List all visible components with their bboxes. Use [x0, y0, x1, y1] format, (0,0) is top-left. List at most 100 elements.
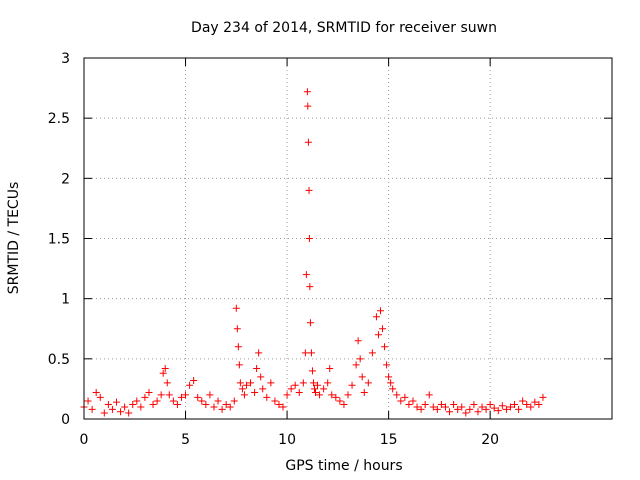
data-point — [275, 401, 283, 409]
data-point — [515, 405, 523, 413]
grid — [84, 58, 612, 419]
data-point — [163, 379, 171, 387]
data-point — [356, 355, 364, 363]
data-point — [133, 397, 141, 405]
data-point — [385, 373, 393, 381]
x-tick-label: 5 — [181, 432, 190, 448]
data-point — [84, 397, 92, 405]
data-point — [306, 319, 314, 327]
data-point — [379, 325, 387, 333]
data-point — [320, 385, 328, 393]
data-point — [478, 403, 486, 411]
data-point — [474, 408, 482, 416]
data-point — [230, 397, 238, 405]
data-point — [125, 409, 133, 417]
data-point — [389, 385, 397, 393]
data-point — [287, 385, 295, 393]
data-point — [506, 403, 514, 411]
data-point — [470, 401, 478, 409]
data-point — [259, 385, 267, 393]
data-point — [490, 404, 498, 412]
data-point — [149, 401, 157, 409]
data-point — [92, 389, 100, 397]
data-point — [494, 407, 502, 415]
data-point — [161, 364, 169, 372]
data-point — [232, 304, 240, 312]
data-point — [511, 401, 519, 409]
data-point — [112, 398, 120, 406]
data-point — [129, 401, 137, 409]
data-point — [257, 373, 265, 381]
data-point — [301, 349, 309, 357]
data-point — [354, 337, 362, 345]
data-point — [235, 361, 243, 369]
data-point — [429, 403, 437, 411]
data-point — [498, 402, 506, 410]
data-point — [450, 401, 458, 409]
data-point — [437, 401, 445, 409]
y-axis-label: SRMTID / TECUs — [6, 182, 22, 295]
data-point — [186, 381, 194, 389]
y-tick-label: 0.5 — [48, 352, 70, 368]
data-point — [234, 343, 242, 351]
data-point — [173, 401, 181, 409]
data-point — [364, 379, 372, 387]
data-point — [104, 401, 112, 409]
x-tick-label: 10 — [278, 432, 296, 448]
data-point — [198, 397, 206, 405]
data-point — [401, 393, 409, 401]
data-point — [177, 393, 185, 401]
y-tick-label: 1.5 — [48, 232, 70, 248]
data-point — [441, 403, 449, 411]
x-tick-label: 20 — [481, 432, 499, 448]
data-point — [307, 349, 315, 357]
data-point — [304, 102, 312, 110]
data-point — [165, 391, 173, 399]
data-point — [169, 397, 177, 405]
data-point — [433, 405, 441, 413]
data-point — [314, 381, 322, 389]
data-point — [458, 403, 466, 411]
data-point — [409, 397, 417, 405]
data-point — [206, 391, 214, 399]
data-point — [305, 186, 313, 194]
data-point — [108, 405, 116, 413]
y-tick-label: 2 — [61, 171, 70, 187]
data-point — [466, 405, 474, 413]
y-tick-label: 2.5 — [48, 111, 70, 127]
data-point — [283, 391, 291, 399]
data-point — [421, 401, 429, 409]
data-point — [255, 349, 263, 357]
data-point — [310, 385, 318, 393]
data-point — [486, 401, 494, 409]
data-point — [413, 403, 421, 411]
data-point — [117, 408, 125, 416]
data-point — [218, 405, 226, 413]
data-point — [308, 367, 316, 375]
data-point — [202, 401, 210, 409]
data-point — [210, 403, 218, 411]
data-point — [159, 369, 167, 377]
data-point — [539, 393, 547, 401]
data-point — [425, 391, 433, 399]
data-point — [226, 403, 234, 411]
data-point — [145, 389, 153, 397]
data-point — [291, 381, 299, 389]
data-point — [214, 397, 222, 405]
data-point — [376, 307, 384, 315]
data-point — [253, 364, 261, 372]
data-point — [222, 401, 230, 409]
data-point — [381, 343, 389, 351]
y-tick-label: 1 — [61, 292, 70, 308]
data-point — [340, 401, 348, 409]
data-point — [328, 391, 336, 399]
data-point — [279, 403, 287, 411]
data-point — [306, 283, 314, 291]
data-point — [374, 331, 382, 339]
data-point — [141, 393, 149, 401]
data-point — [247, 379, 255, 387]
data-points — [80, 88, 547, 417]
data-point — [242, 381, 250, 389]
data-point — [405, 401, 413, 409]
data-point — [324, 379, 332, 387]
